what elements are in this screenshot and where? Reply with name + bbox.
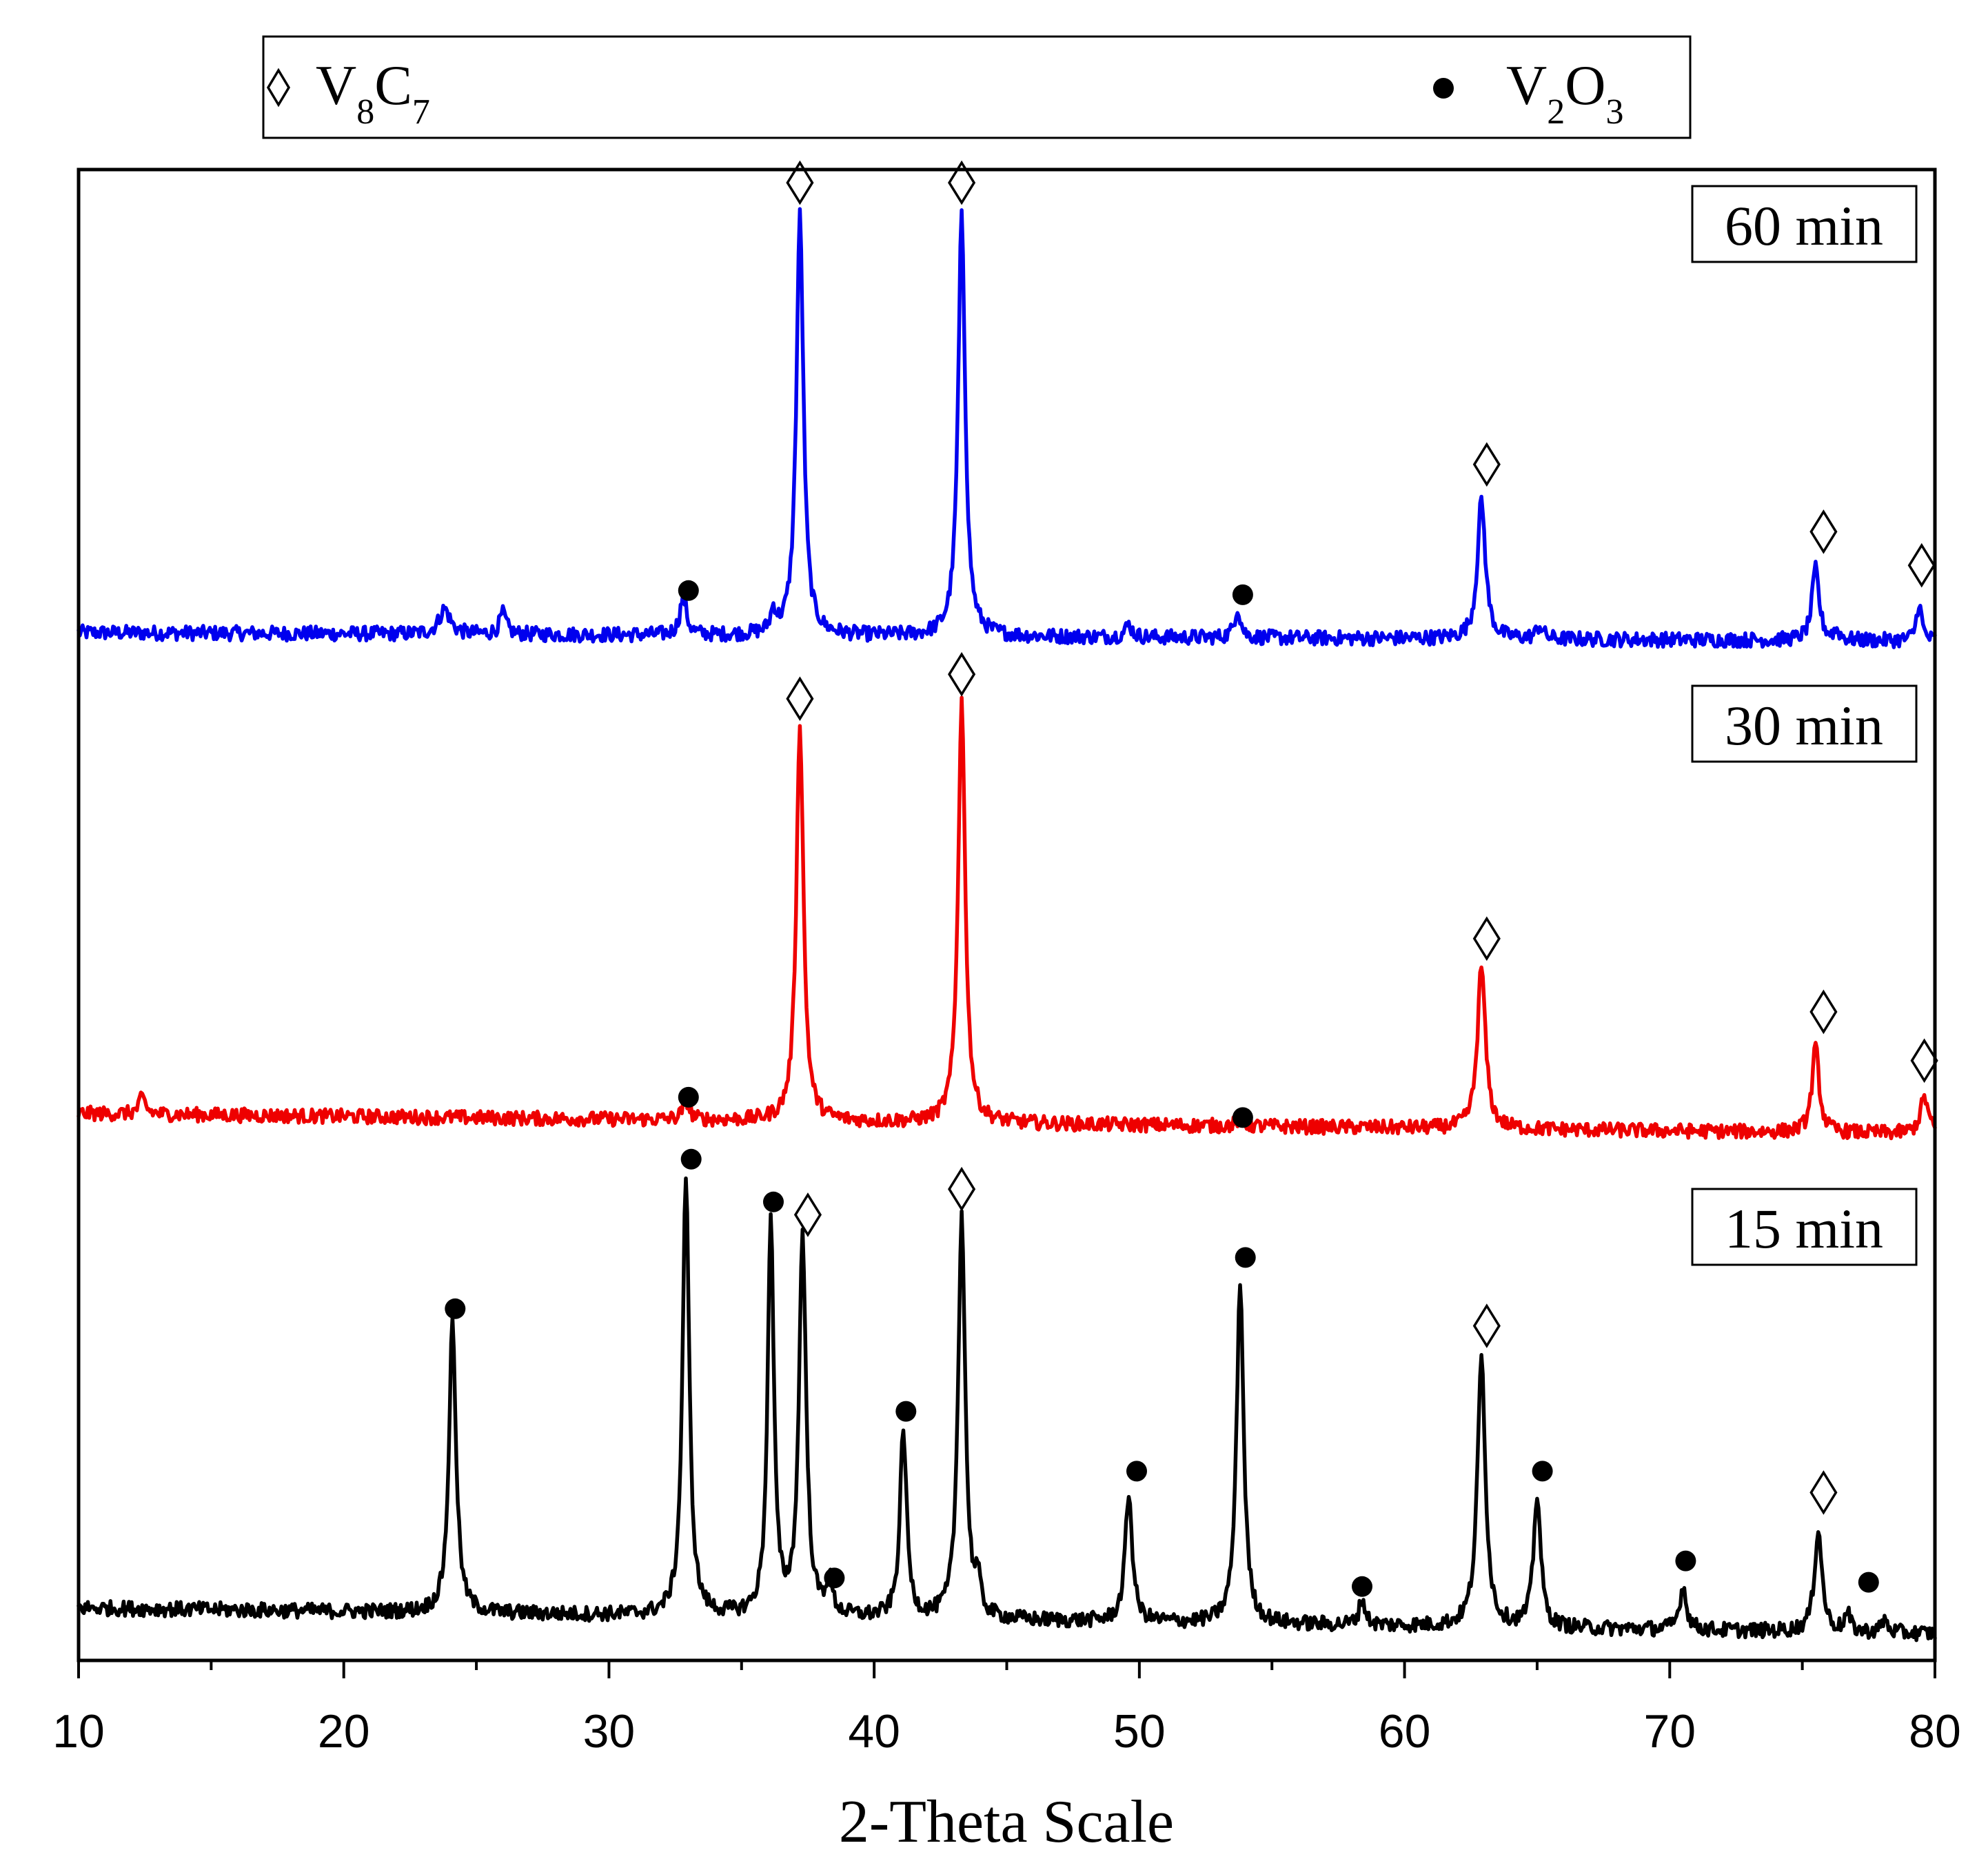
- sample-label-30-min-text: 30 min: [1725, 694, 1883, 757]
- sample-label-60-min-text: 60 min: [1725, 194, 1883, 257]
- x-tick-label-20: 20: [318, 1705, 370, 1758]
- v8c7-diamond-marker-60-min-4: [1472, 442, 1501, 487]
- v2o3-dot-marker-15-min-11: [1532, 1461, 1553, 1482]
- v2o3-dot-marker-15-min-2: [763, 1191, 784, 1212]
- v2o3-dot-marker-15-min-4: [824, 1567, 845, 1589]
- x-tick-label-80: 80: [1909, 1705, 1961, 1758]
- sample-label-60-min-box: [1691, 185, 1918, 263]
- v2o3-dot-marker-15-min-1: [680, 1148, 702, 1170]
- legend-v8c7-c: C: [374, 54, 412, 116]
- legend-v8c7-sub7: 7: [412, 92, 430, 132]
- x-tick-label-50: 50: [1113, 1705, 1166, 1758]
- sample-label-15-min-box: [1691, 1188, 1918, 1266]
- v2o3-dot-marker-15-min-5: [895, 1401, 917, 1422]
- legend-box: [262, 35, 1692, 139]
- x-tick-label-60: 60: [1379, 1705, 1431, 1758]
- v2o3-dot-marker-15-min-0: [445, 1298, 466, 1319]
- v8c7-diamond-marker-60-min-6: [1907, 542, 1936, 588]
- v8c7-diamond-marker-60-min-1: [786, 160, 814, 205]
- legend-dot-marker: [1433, 78, 1454, 99]
- v8c7-diamond-marker-15-min-13: [1809, 1470, 1838, 1515]
- v2o3-dot-marker-30-min-3: [1232, 1107, 1253, 1128]
- x-tick-label-40: 40: [848, 1705, 900, 1758]
- v2o3-dot-marker-15-min-7: [1126, 1461, 1147, 1482]
- sample-label-15-min: 15 min: [1691, 1188, 1918, 1266]
- x-tick-label-10: 10: [52, 1705, 105, 1758]
- v8c7-diamond-marker-30-min-2: [948, 651, 976, 697]
- trace-30-min: [77, 695, 1937, 1141]
- legend-v8c7-v: V: [316, 54, 356, 116]
- x-tick-label-70: 70: [1643, 1705, 1696, 1758]
- legend-diamond-marker: [266, 68, 291, 108]
- v2o3-dot-marker-15-min-9: [1352, 1576, 1372, 1597]
- x-axis: 10 20 30 40 50 60 70 80: [52, 1660, 1961, 1758]
- trace-60-min: [77, 207, 1937, 649]
- legend-label-v2o3: V2O3: [1506, 54, 1623, 132]
- v2o3-dot-marker-15-min-12: [1675, 1550, 1696, 1572]
- v2o3-dot-marker-15-min-8: [1235, 1247, 1256, 1268]
- v8c7-diamond-marker-30-min-6: [1910, 1038, 1938, 1084]
- legend-v2o3-o: O: [1565, 54, 1605, 116]
- v2o3-dot-marker-30-min-0: [678, 1086, 699, 1108]
- sample-label-30-min: 30 min: [1691, 684, 1918, 763]
- v8c7-diamond-marker-30-min-5: [1809, 989, 1838, 1035]
- legend-v2o3-v: V: [1506, 54, 1547, 116]
- legend-v8c7-sub8: 8: [356, 92, 374, 132]
- x-axis-title: 2-Theta Scale: [839, 1789, 1174, 1855]
- xrd-traces: [77, 207, 1937, 1643]
- sample-label-15-min-text: 15 min: [1725, 1197, 1883, 1260]
- v8c7-diamond-marker-60-min-5: [1809, 509, 1838, 554]
- v2o3-dot-marker-15-min-14: [1858, 1572, 1879, 1593]
- legend-v2o3-sub3: 3: [1605, 92, 1623, 132]
- phase-markers: [445, 160, 1938, 1597]
- legend: V8C7 V2O3: [262, 35, 1692, 139]
- v8c7-diamond-marker-30-min-4: [1472, 916, 1501, 962]
- v2o3-dot-marker-60-min-0: [678, 580, 699, 601]
- v8c7-diamond-marker-15-min-3: [793, 1192, 822, 1237]
- v2o3-dot-marker-60-min-3: [1232, 584, 1253, 605]
- x-tick-label-30: 30: [583, 1705, 636, 1758]
- v8c7-diamond-marker-30-min-1: [786, 676, 814, 722]
- v8c7-diamond-marker-15-min-6: [948, 1166, 976, 1212]
- v8c7-diamond-marker-15-min-10: [1472, 1303, 1501, 1348]
- v8c7-diamond-marker-60-min-2: [948, 160, 976, 205]
- legend-v2o3-sub2: 2: [1547, 92, 1565, 132]
- trace-15-min: [77, 1176, 1937, 1643]
- legend-label-v8c7: V8C7: [316, 54, 430, 132]
- sample-label-60-min: 60 min: [1691, 185, 1918, 263]
- sample-label-30-min-box: [1691, 684, 1918, 763]
- plot-frame: [77, 167, 1937, 1662]
